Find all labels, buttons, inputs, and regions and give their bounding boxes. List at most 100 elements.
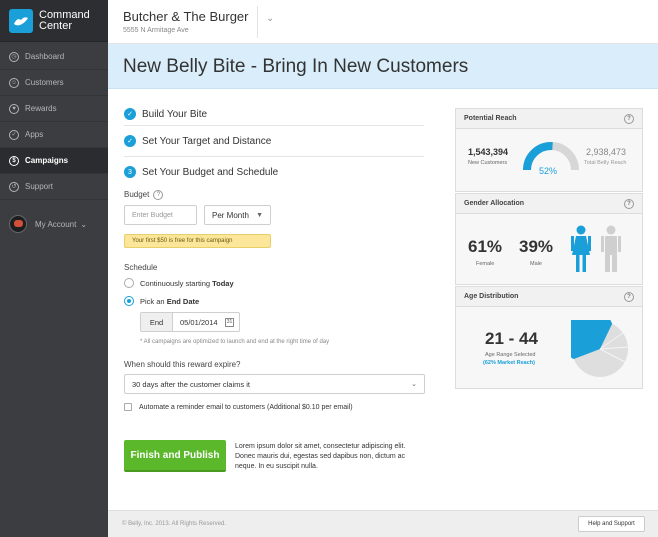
new-customers-count: 1,543,394 xyxy=(468,147,509,157)
dashboard-icon: ◷ xyxy=(9,51,19,62)
reminder-email-option[interactable]: Automate a reminder email to customers (… xyxy=(124,402,353,412)
step-number-icon: 3 xyxy=(124,166,136,178)
new-customers-label: New Customers xyxy=(468,160,508,166)
sidebar-item-label: Campaigns xyxy=(25,156,69,165)
male-percent: 39% xyxy=(519,237,554,256)
budget-period-value: Per Month xyxy=(212,210,249,220)
copyright: © Belly, Inc. 2013. All Rights Reserved. xyxy=(122,521,227,527)
my-account-label: My Account xyxy=(35,219,77,229)
step-build-your-bite[interactable]: ✓ Build Your Bite xyxy=(124,107,207,121)
business-name: Butcher & The Burger xyxy=(123,9,249,24)
panel-header: Gender Allocation ? xyxy=(456,194,642,214)
schedule-end-date-option[interactable]: Pick an End Date xyxy=(124,295,199,307)
radio-end-date[interactable] xyxy=(124,296,134,306)
age-range-label: Age Range Selected xyxy=(485,352,536,358)
business-address: 5555 N Armitage Ave xyxy=(123,27,189,34)
budget-label: Budget? xyxy=(124,190,164,200)
expire-question: When should this reward expire? xyxy=(124,360,241,369)
sidebar-item-campaigns[interactable]: $ Campaigns xyxy=(0,148,108,174)
budget-period-select[interactable]: Per Month ▼ xyxy=(204,205,271,225)
age-range-value: 21 - 44 xyxy=(485,329,538,348)
calendar-icon[interactable]: 31 xyxy=(225,317,234,327)
brand-text: Command Center xyxy=(39,9,90,32)
sidebar-item-customers[interactable]: ☺ Customers xyxy=(0,70,108,96)
finish-publish-button[interactable]: Finish and Publish xyxy=(124,440,226,472)
my-account-menu[interactable]: My Account ⌄ xyxy=(0,212,108,236)
page-banner: New Belly Bite - Bring In New Customers xyxy=(108,44,658,89)
female-label: Female xyxy=(476,261,495,267)
expire-select[interactable]: 30 days after the customer claims it ⌄ xyxy=(124,374,425,394)
total-reach-label: Total Belly Reach xyxy=(584,160,627,166)
help-icon[interactable]: ? xyxy=(624,198,634,209)
age-distribution-panel: Age Distribution ? 21 - 44 Age Range Sel… xyxy=(455,286,643,389)
reach-percent: 52% xyxy=(539,166,558,176)
sidebar-item-label: Support xyxy=(25,182,54,191)
female-percent: 61% xyxy=(468,237,503,256)
sidebar-item-label: Apps xyxy=(25,130,44,139)
help-icon[interactable]: ? xyxy=(624,291,634,302)
end-date-label: End xyxy=(141,313,173,331)
belly-logo-icon xyxy=(9,8,33,33)
age-pie-divider-3 xyxy=(599,348,626,363)
end-date-value-wrap[interactable]: 05/01/2014 31 xyxy=(173,313,239,331)
option-end-date-bold: End Date xyxy=(166,296,200,306)
step-budget-schedule: 3 Set Your Budget and Schedule xyxy=(124,165,278,179)
sidebar-item-support[interactable]: ↺ Support xyxy=(0,174,108,200)
budget-input[interactable]: Enter Budget xyxy=(124,205,197,225)
chevron-down-icon: ⌄ xyxy=(411,381,417,388)
option-end-date-prefix: Pick an xyxy=(140,296,167,306)
avatar xyxy=(9,215,27,233)
sidebar-item-apps[interactable]: ✓ Apps xyxy=(0,122,108,148)
male-label: Male xyxy=(530,261,542,267)
budget-label-text: Budget xyxy=(124,190,150,200)
option-continuous-prefix: Continuously starting xyxy=(140,278,213,288)
panel-title: Age Distribution xyxy=(464,293,519,300)
help-icon[interactable]: ? xyxy=(153,190,164,200)
option-continuous-bold: Today xyxy=(212,278,234,288)
step-divider xyxy=(124,156,424,157)
age-pie-divider-2 xyxy=(599,346,629,350)
step-label: Set Your Budget and Schedule xyxy=(142,166,279,178)
potential-reach-panel: Potential Reach ? 1,543,394 New Customer… xyxy=(455,108,643,192)
brand[interactable]: Command Center xyxy=(0,0,108,42)
end-date-value: 05/01/2014 xyxy=(180,317,218,327)
male-figure-icon xyxy=(601,225,621,272)
end-date-field[interactable]: End 05/01/2014 31 xyxy=(140,312,240,332)
chevron-down-icon: ▼ xyxy=(256,211,263,219)
sidebar-nav: ◷ Dashboard ☺ Customers ♥ Rewards ✓ Apps… xyxy=(0,44,108,200)
publish-description: Lorem ipsum dolor sit amet, consectetur … xyxy=(235,443,406,470)
sidebar-item-label: Rewards xyxy=(25,104,57,113)
sidebar-item-label: Dashboard xyxy=(25,52,65,61)
age-pie-slice xyxy=(571,320,613,360)
panel-header: Age Distribution ? xyxy=(456,287,642,307)
market-reach-label: (62% Market Reach) xyxy=(483,360,535,366)
schedule-note: * All campaigns are optimized to launch … xyxy=(140,339,330,345)
apps-icon: ✓ xyxy=(9,129,19,140)
sidebar-item-rewards[interactable]: ♥ Rewards xyxy=(0,96,108,122)
campaigns-icon: $ xyxy=(9,155,19,166)
reminder-checkbox[interactable] xyxy=(124,403,132,411)
business-switcher-chevron-icon[interactable]: ⌄ xyxy=(266,13,275,24)
header: Butcher & The Burger 5555 N Armitage Ave… xyxy=(108,0,658,44)
panel-title: Gender Allocation xyxy=(464,200,525,207)
header-divider xyxy=(257,6,258,38)
schedule-continuous-option[interactable]: Continuously starting Today xyxy=(124,277,234,289)
panel-header: Potential Reach ? xyxy=(456,109,642,129)
help-icon[interactable]: ? xyxy=(624,113,634,124)
age-pie-divider-1 xyxy=(599,332,624,350)
support-icon: ↺ xyxy=(9,181,19,192)
step-target-distance[interactable]: ✓ Set Your Target and Distance xyxy=(124,134,271,148)
schedule-label: Schedule xyxy=(124,263,158,272)
age-pie-chart xyxy=(571,320,629,377)
radio-continuous[interactable] xyxy=(124,278,134,288)
brand-line-2: Center xyxy=(39,19,73,32)
sidebar-item-dashboard[interactable]: ◷ Dashboard xyxy=(0,44,108,70)
gender-allocation-panel: Gender Allocation ? 61% Female 39% Male xyxy=(455,193,643,285)
help-support-button[interactable]: Help and Support xyxy=(578,516,645,532)
footer: © Belly, Inc. 2013. All Rights Reserved.… xyxy=(108,510,658,537)
step-label: Set Your Target and Distance xyxy=(142,135,272,147)
expire-value: 30 days after the customer claims it xyxy=(132,379,250,389)
rewards-icon: ♥ xyxy=(9,103,19,114)
check-icon: ✓ xyxy=(124,135,136,147)
page-title: New Belly Bite - Bring In New Customers xyxy=(123,56,469,77)
